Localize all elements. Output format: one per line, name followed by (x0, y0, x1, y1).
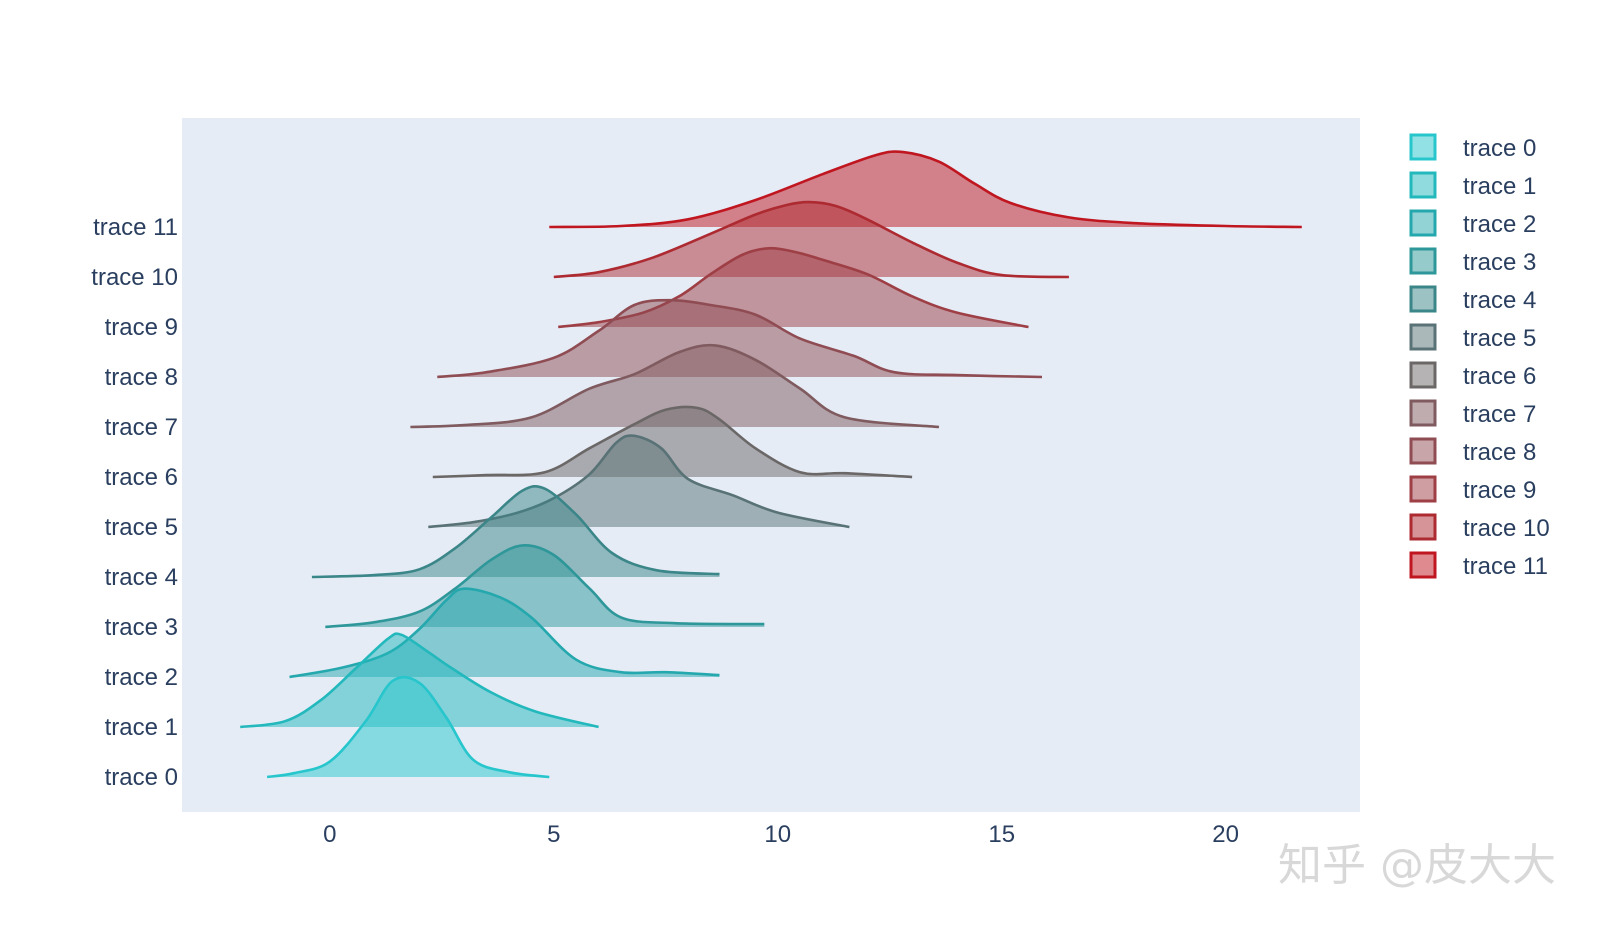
legend-swatch (1409, 551, 1437, 579)
legend-item[interactable]: trace 5 (1409, 323, 1536, 352)
y-tick-label: trace 8 (105, 364, 178, 391)
legend-swatch (1409, 437, 1437, 465)
x-tick-label: 10 (764, 821, 791, 848)
ridge-outline (432, 405, 913, 479)
legend-item[interactable]: trace 11 (1409, 551, 1548, 580)
ridge-trace-1 (240, 632, 599, 729)
ridge-area (428, 435, 850, 527)
legend-swatch (1409, 361, 1437, 389)
ridge-outline (240, 632, 599, 729)
ridge-area (267, 677, 550, 777)
legend-item[interactable]: trace 9 (1409, 475, 1536, 504)
x-tick-label: 5 (547, 821, 560, 848)
y-tick-label: trace 3 (105, 614, 178, 641)
ridge-area (437, 300, 1042, 377)
ridge-outline (553, 200, 1069, 279)
ridge-outline (410, 343, 940, 429)
legend: trace 0 trace 1 trace 2 trace 3 trace 4 trace… (1409, 133, 1550, 580)
legend-label: trace 6 (1463, 363, 1536, 390)
x-tick-label: 0 (323, 821, 336, 848)
ridge-outline (325, 543, 765, 629)
legend-swatch (1409, 475, 1437, 503)
ridge-trace-11 (549, 150, 1302, 229)
legend-item[interactable]: trace 10 (1409, 513, 1550, 542)
legend-swatch (1409, 285, 1437, 313)
x-tick-label: 20 (1212, 821, 1239, 848)
legend-swatch (1409, 513, 1437, 541)
ridge-trace-10 (553, 200, 1069, 279)
ridge-trace-4 (311, 484, 720, 579)
y-tick-label: trace 11 (93, 214, 178, 241)
watermark: 知乎 @皮大大 (1278, 840, 1556, 891)
y-tick-label: trace 4 (105, 564, 178, 591)
ridge-trace-7 (410, 343, 940, 429)
legend-item[interactable]: trace 2 (1409, 209, 1536, 238)
y-tick-label: trace 7 (105, 414, 178, 441)
y-tick-label: trace 9 (105, 314, 178, 341)
legend-label: trace 8 (1463, 439, 1536, 466)
legend-item[interactable]: trace 6 (1409, 361, 1536, 390)
ridge-outline (311, 484, 720, 579)
ridge-trace-3 (325, 543, 765, 629)
legend-swatch (1409, 323, 1437, 351)
legend-swatch (1409, 209, 1437, 237)
y-tick-label: trace 2 (105, 664, 178, 691)
legend-label: trace 3 (1463, 249, 1536, 276)
ridge-outline (266, 675, 550, 779)
ridge-area (311, 486, 720, 577)
x-tick-label: 15 (988, 821, 1015, 848)
legend-item[interactable]: trace 3 (1409, 247, 1536, 276)
legend-label: trace 4 (1463, 287, 1536, 314)
legend-label: trace 9 (1463, 477, 1536, 504)
legend-item[interactable]: trace 4 (1409, 285, 1536, 314)
y-tick-label: trace 10 (91, 264, 178, 291)
legend-item[interactable]: trace 7 (1409, 399, 1536, 428)
y-tick-label: trace 5 (105, 514, 178, 541)
ridges (240, 150, 1302, 779)
legend-label: trace 5 (1463, 325, 1536, 352)
legend-swatch (1409, 133, 1437, 161)
ridge-area (432, 407, 913, 477)
legend-label: trace 7 (1463, 401, 1536, 428)
ridge-trace-8 (437, 298, 1043, 379)
y-tick-label: trace 0 (105, 764, 178, 791)
y-tick-label: trace 1 (105, 714, 178, 741)
legend-label: trace 11 (1463, 553, 1548, 580)
ridge-outline (549, 150, 1302, 229)
x-axis-ticks: 0 5 10 15 20 (323, 821, 1239, 848)
ridge-outline (437, 298, 1043, 379)
legend-swatch (1409, 399, 1437, 427)
legend-label: trace 1 (1463, 173, 1536, 200)
legend-label: trace 0 (1463, 135, 1536, 162)
legend-item[interactable]: trace 0 (1409, 133, 1536, 162)
ridge-trace-0 (266, 675, 550, 779)
ridge-area (549, 151, 1302, 227)
legend-swatch (1409, 247, 1437, 275)
ridge-area (240, 633, 599, 727)
ridge-area (553, 202, 1069, 277)
ridge-area (410, 345, 939, 427)
legend-swatch (1409, 171, 1437, 199)
legend-label: trace 2 (1463, 211, 1536, 238)
legend-item[interactable]: trace 1 (1409, 171, 1536, 200)
ridge-trace-6 (432, 405, 913, 479)
legend-item[interactable]: trace 8 (1409, 437, 1536, 466)
y-tick-label: trace 6 (105, 464, 178, 491)
legend-label: trace 10 (1463, 515, 1550, 542)
ridge-area (325, 545, 765, 627)
y-axis-ticks: trace 0 trace 1 trace 2 trace 3 trace 4 trace… (91, 214, 178, 791)
